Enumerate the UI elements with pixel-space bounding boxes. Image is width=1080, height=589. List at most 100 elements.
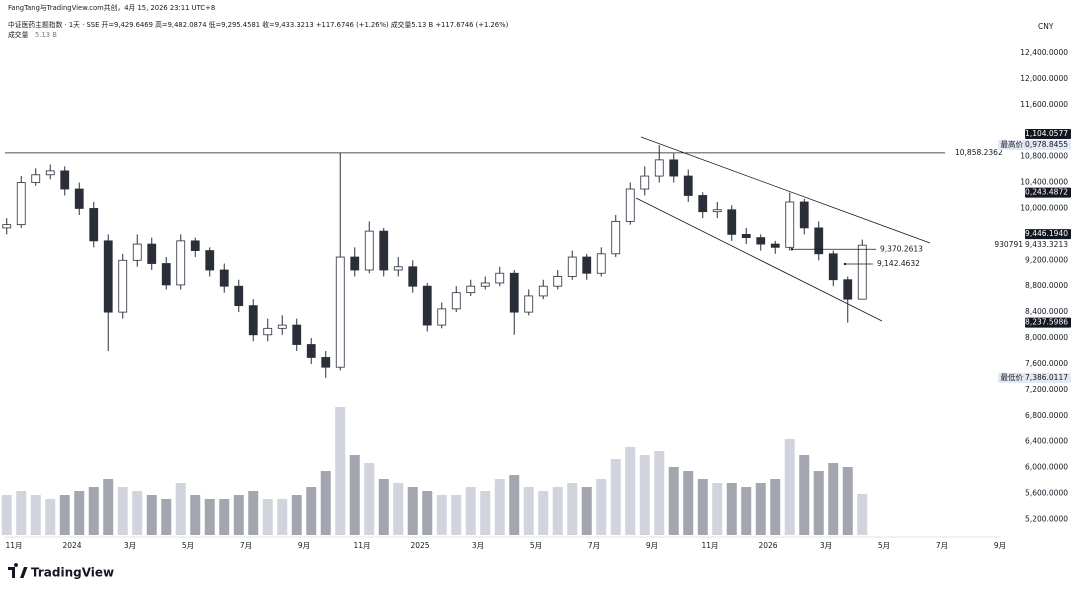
candle-body <box>814 227 824 255</box>
volume-bar <box>523 487 534 535</box>
candle-body <box>147 243 157 264</box>
price-tag-box <box>998 372 1025 383</box>
price-label: 10,978.8455 <box>1020 140 1068 149</box>
candle-body <box>843 279 853 300</box>
candle-body <box>698 195 708 213</box>
brand-logo: TradingView <box>8 563 114 580</box>
annotation-dot <box>790 248 794 251</box>
channel-lower <box>635 197 883 322</box>
volume-bar <box>581 487 592 535</box>
candle-body <box>45 170 55 176</box>
candle-body <box>495 272 505 284</box>
candle-body <box>567 256 577 277</box>
volume-bar <box>451 495 462 535</box>
volume-bar <box>306 487 317 535</box>
candle-body <box>727 209 737 235</box>
y-tick-label: 5,600.0000 <box>1025 489 1068 498</box>
candle-layer <box>2 145 867 378</box>
candle-body <box>277 324 287 329</box>
candle-body <box>190 240 200 251</box>
candle-body <box>553 276 563 287</box>
candle-body <box>321 357 331 368</box>
x-tick-label: 5月 <box>878 541 890 550</box>
volume-bar <box>349 455 360 535</box>
volume-bar <box>784 439 795 535</box>
volume-bar <box>610 459 621 535</box>
volume-bar <box>422 491 433 535</box>
volume-bar <box>233 495 244 535</box>
candle-body <box>669 159 679 177</box>
candle-body <box>31 174 41 183</box>
candle-body <box>654 159 664 177</box>
annotation-label: 9,370.2613 <box>880 244 923 253</box>
horizontal-line-label: 10,858.2362 <box>955 148 1003 157</box>
price-label: 9,446.1940 <box>1025 229 1068 238</box>
candle-body <box>683 175 693 196</box>
volume-bar <box>219 499 230 535</box>
volume-bar <box>248 491 259 535</box>
candle-body <box>132 243 142 261</box>
y-tick-label: 9,200.0000 <box>1025 255 1068 264</box>
volume-bar <box>59 495 70 535</box>
volume-value: 5.13 B <box>35 31 57 39</box>
candle-body <box>306 344 316 358</box>
x-tick-label: 7月 <box>588 541 600 550</box>
volume-bar <box>639 455 650 535</box>
price-tag: 930791 <box>994 240 1023 249</box>
volume-bar <box>407 487 418 535</box>
x-tick-label: 2024 <box>62 541 81 550</box>
x-tick-label: 3月 <box>820 541 832 550</box>
channel-upper <box>640 136 931 244</box>
candle-body <box>422 285 432 326</box>
candle-body <box>596 253 606 274</box>
candle-body <box>770 243 780 248</box>
candle-body <box>640 175 650 190</box>
candle-body <box>118 259 128 313</box>
volume-bar <box>654 451 665 535</box>
volume-bar <box>770 479 781 535</box>
price-label-box <box>1025 187 1071 198</box>
candle-body <box>712 209 722 213</box>
y-tick-label: 6,800.0000 <box>1025 411 1068 420</box>
y-tick-label: 8,000.0000 <box>1025 333 1068 342</box>
price-label-box <box>1025 129 1071 140</box>
candle-body <box>785 201 795 248</box>
logo-icon <box>8 563 28 578</box>
x-tick-label: 2025 <box>410 541 429 550</box>
volume-bar <box>393 483 404 535</box>
y-tick-label: 12,400.0000 <box>1020 48 1068 57</box>
x-tick-label: 5月 <box>182 541 194 550</box>
price-label: 10,243.4872 <box>1020 188 1068 197</box>
volume-bar <box>436 495 447 535</box>
candle-body <box>480 282 490 287</box>
volume-bar <box>378 479 389 535</box>
volume-bar <box>668 467 679 535</box>
volume-bar <box>538 491 549 535</box>
x-tick-label: 9月 <box>994 541 1006 550</box>
volume-bar <box>552 487 563 535</box>
x-tick-label: 11月 <box>353 541 370 550</box>
volume-bar <box>364 463 375 535</box>
candle-body <box>263 327 273 336</box>
candle-body <box>16 182 26 226</box>
x-tick-label: 11月 <box>5 541 22 550</box>
volume-bar <box>88 487 99 535</box>
volume-bar <box>117 487 128 535</box>
candle-body <box>60 170 70 190</box>
volume-bar <box>291 495 302 535</box>
volume-bar <box>146 495 157 535</box>
y-tick-label: 6,000.0000 <box>1025 463 1068 472</box>
volume-bar <box>726 483 737 535</box>
price-label-box <box>1025 229 1071 240</box>
candle-body <box>756 237 766 245</box>
y-tick-label: 11,600.0000 <box>1020 100 1068 109</box>
candle-body <box>176 240 186 286</box>
candle-body <box>379 230 389 271</box>
price-label: 11,104.0577 <box>1020 129 1068 138</box>
candle-body <box>509 272 519 313</box>
volume-bar <box>799 455 810 535</box>
volume-bar <box>16 491 27 535</box>
volume-bar <box>480 491 491 535</box>
volume-bar <box>842 467 853 535</box>
